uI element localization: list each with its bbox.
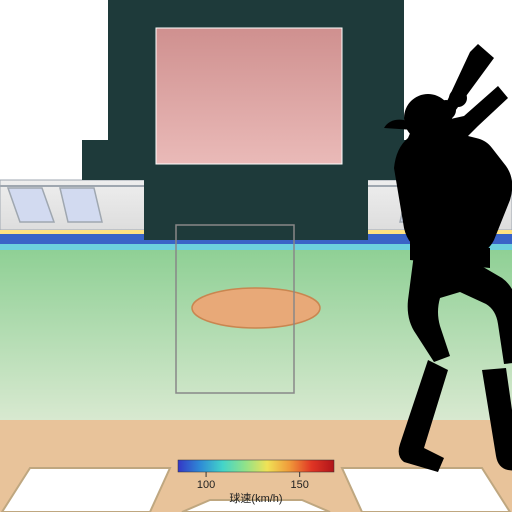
batters-box-right bbox=[342, 468, 510, 512]
scoreboard-screen bbox=[156, 28, 342, 164]
batters-box-left bbox=[2, 468, 170, 512]
speed-legend-bar bbox=[178, 460, 334, 472]
pitch-location-diagram: 100 150 球速(km/h) bbox=[0, 0, 512, 512]
legend-label: 球速(km/h) bbox=[229, 491, 282, 505]
pitchers-mound bbox=[192, 288, 320, 328]
legend-tick-label: 100 bbox=[197, 479, 215, 491]
stand-panel bbox=[60, 188, 102, 222]
legend-tick-label: 150 bbox=[291, 479, 309, 491]
scene-svg: 100 150 球速(km/h) bbox=[0, 0, 512, 512]
